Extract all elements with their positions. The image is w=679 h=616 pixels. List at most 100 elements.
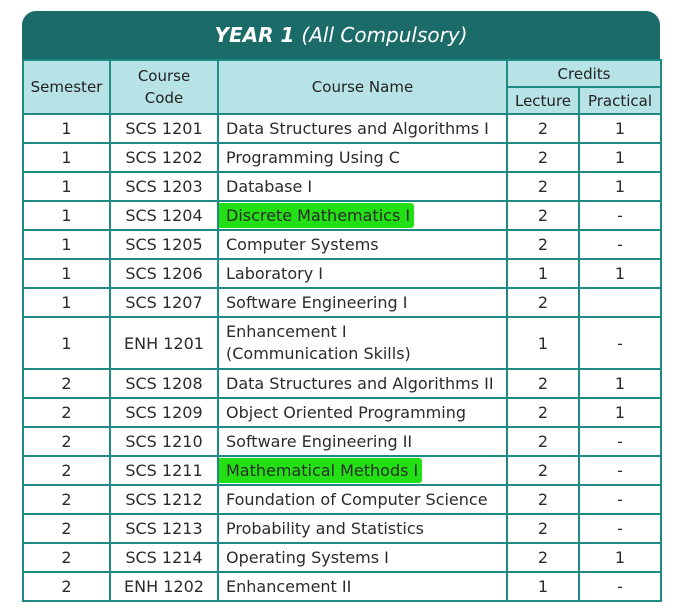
semester-cell: 2: [22, 484, 111, 515]
lecture-credits-cell: 2: [506, 484, 580, 515]
course-table: Semester Course Code Course Name Credits…: [22, 59, 662, 602]
course-name-cell: Enhancement I (Communication Skills): [217, 316, 508, 370]
practical-credits-cell: -: [578, 484, 662, 515]
header-course-name: Course Name: [217, 59, 508, 115]
course-name-cell: Enhancement II: [217, 571, 508, 602]
course-code-cell: SCS 1205: [109, 229, 219, 260]
course-name: Operating Systems I: [226, 547, 389, 567]
course-name-cell: Computer Systems: [217, 229, 508, 260]
semester-cell: 2: [22, 542, 111, 573]
practical-credits-cell: -: [578, 316, 662, 370]
practical-credits-cell: 1: [578, 113, 662, 144]
semester-cell: 1: [22, 171, 111, 202]
course-code-cell: SCS 1201: [109, 113, 219, 144]
lecture-credits-cell: 1: [506, 571, 580, 602]
course-name-cell: Database I: [217, 171, 508, 202]
semester-cell: 1: [22, 258, 111, 289]
course-name: Enhancement I: [226, 322, 347, 341]
lecture-credits-cell: 2: [506, 113, 580, 144]
lecture-credits-cell: 2: [506, 542, 580, 573]
table-row: 2 SCS 1208 Data Structures and Algorithms …: [22, 368, 662, 399]
course-name-cell: Software Engineering I: [217, 287, 508, 318]
semester-cell: 1: [22, 229, 111, 260]
header-course-code-line2: Code: [144, 89, 184, 107]
course-code-cell: ENH 1202: [109, 571, 219, 602]
course-code-cell: SCS 1202: [109, 142, 219, 173]
table-row: 2 SCS 1212 Foundation of Computer Science 2…: [22, 484, 662, 515]
course-name: Laboratory I: [226, 263, 323, 283]
course-table-body: 1 SCS 1201 Data Structures and Algorithms …: [22, 113, 662, 602]
semester-cell: 2: [22, 513, 111, 544]
header-course-code-line1: Course: [137, 67, 191, 85]
course-code-cell: ENH 1201: [109, 316, 219, 370]
course-code-cell: SCS 1213: [109, 513, 219, 544]
lecture-credits-cell: 2: [506, 287, 580, 318]
course-code-cell: SCS 1209: [109, 397, 219, 428]
practical-credits-cell: 1: [578, 542, 662, 573]
table-title-bar: YEAR 1 (All Compulsory): [22, 11, 660, 59]
practical-credits-cell: -: [578, 513, 662, 544]
course-code-cell: SCS 1203: [109, 171, 219, 202]
header-practical: Practical: [578, 86, 662, 115]
semester-cell: 1: [22, 113, 111, 144]
lecture-credits-cell: 2: [506, 229, 580, 260]
course-name-cell: Data Structures and Algorithms I: [217, 113, 508, 144]
year-title: YEAR 1: [214, 23, 295, 47]
course-name-cell: Mathematical Methods I: [217, 455, 508, 486]
course-name-cell: Foundation of Computer Science: [217, 484, 508, 515]
course-name-cell: Probability and Statistics: [217, 513, 508, 544]
course-name: Software Engineering II: [226, 431, 413, 451]
curriculum-table-container: YEAR 1 (All Compulsory) Semester Course …: [22, 11, 662, 602]
header-course-code: Course Code: [109, 59, 219, 115]
course-code-cell: SCS 1206: [109, 258, 219, 289]
semester-cell: 2: [22, 426, 111, 457]
table-row: 2 ENH 1202 Enhancement II 1-: [22, 571, 662, 602]
header-credits: Credits: [506, 59, 662, 88]
practical-credits-cell: -: [578, 571, 662, 602]
lecture-credits-cell: 2: [506, 513, 580, 544]
course-name: Object Oriented Programming: [226, 402, 466, 422]
practical-credits-cell: -: [578, 426, 662, 457]
course-name: Enhancement II: [226, 576, 352, 596]
course-name: Software Engineering I: [226, 292, 408, 312]
course-name: Probability and Statistics: [226, 518, 424, 538]
course-name-line2: (Communication Skills): [226, 344, 411, 363]
lecture-credits-cell: 2: [506, 142, 580, 173]
course-name-cell: Laboratory I: [217, 258, 508, 289]
course-code-cell: SCS 1204: [109, 200, 219, 231]
course-name: Computer Systems: [226, 234, 379, 254]
lecture-credits-cell: 1: [506, 316, 580, 370]
lecture-credits-cell: 2: [506, 426, 580, 457]
lecture-credits-cell: 2: [506, 397, 580, 428]
table-row: 1 SCS 1201 Data Structures and Algorithms …: [22, 113, 662, 144]
practical-credits-cell: 1: [578, 397, 662, 428]
course-name-cell: Discrete Mathematics I: [217, 200, 508, 231]
lecture-credits-cell: 2: [506, 171, 580, 202]
course-code-cell: SCS 1214: [109, 542, 219, 573]
table-row: 1 SCS 1205 Computer Systems 2-: [22, 229, 662, 260]
course-name: Foundation of Computer Science: [226, 489, 488, 509]
highlighted-course-name: Discrete Mathematics I: [219, 202, 415, 228]
semester-cell: 1: [22, 316, 111, 370]
lecture-credits-cell: 2: [506, 200, 580, 231]
header-lecture: Lecture: [506, 86, 580, 115]
table-row: 1 ENH 1201 Enhancement I (Communication Ski…: [22, 316, 662, 370]
year-subtitle: (All Compulsory): [301, 23, 468, 47]
table-row: 1 SCS 1204 Discrete Mathematics I 2-: [22, 200, 662, 231]
course-name: Database I: [226, 176, 313, 196]
table-row: 2 SCS 1210 Software Engineering II 2-: [22, 426, 662, 457]
lecture-credits-cell: 2: [506, 368, 580, 399]
table-row: 2 SCS 1213 Probability and Statistics 2-: [22, 513, 662, 544]
lecture-credits-cell: 1: [506, 258, 580, 289]
course-code-cell: SCS 1207: [109, 287, 219, 318]
course-code-cell: SCS 1212: [109, 484, 219, 515]
header-semester: Semester: [22, 59, 111, 115]
semester-cell: 2: [22, 397, 111, 428]
course-name-cell: Programming Using C: [217, 142, 508, 173]
practical-credits-cell: 1: [578, 142, 662, 173]
semester-cell: 1: [22, 142, 111, 173]
